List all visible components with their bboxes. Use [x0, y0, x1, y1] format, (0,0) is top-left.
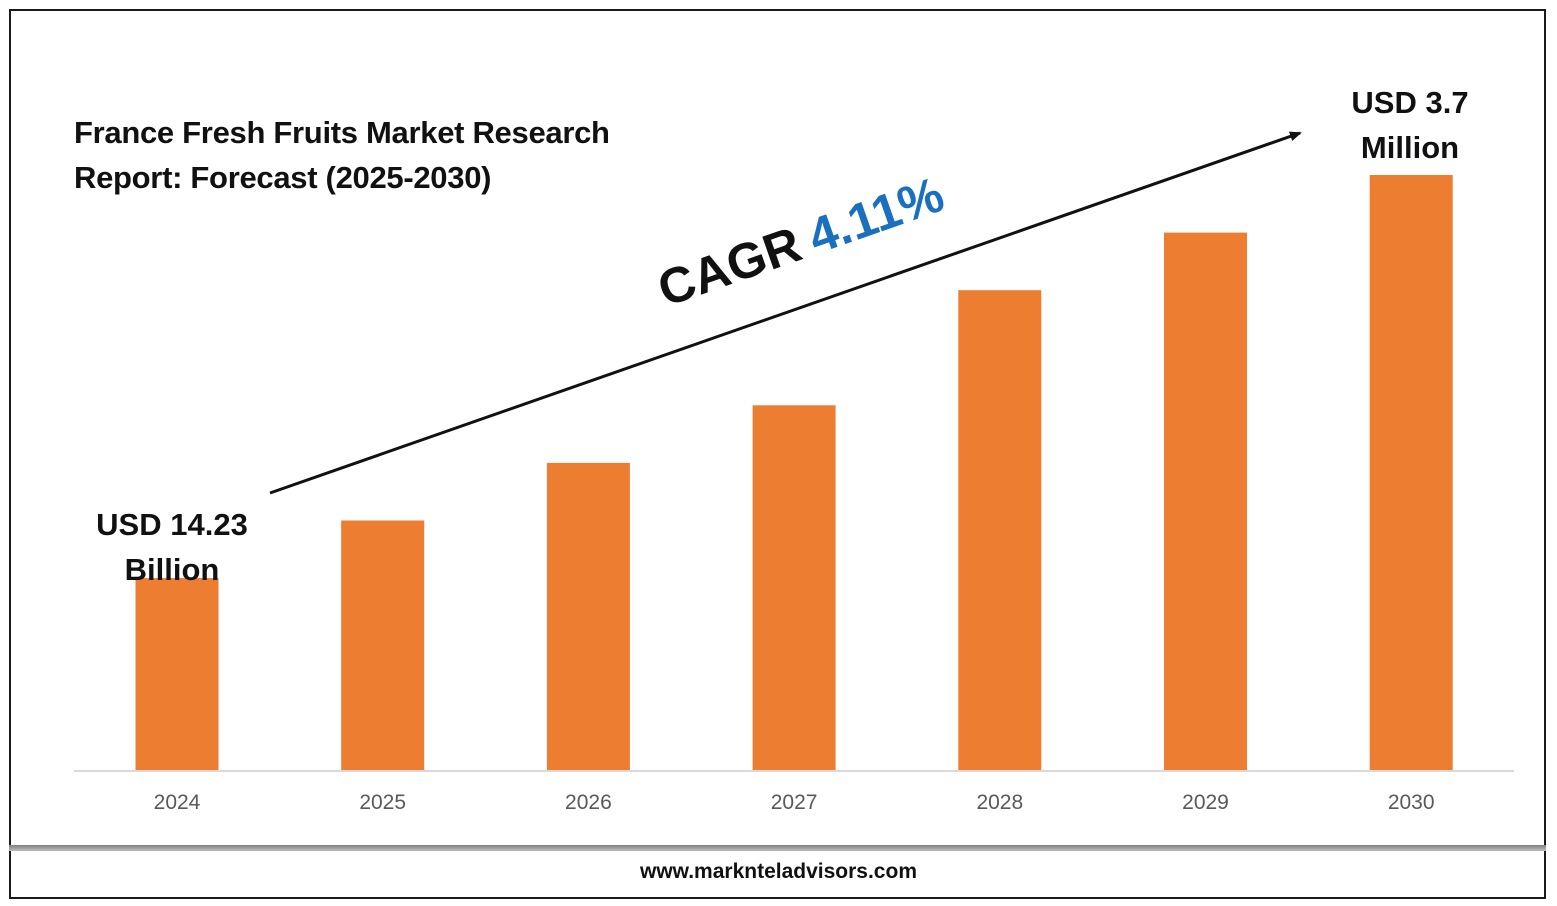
- chart-title-line-1: France Fresh Fruits Market Research: [74, 115, 610, 150]
- end-value-line-1: USD 3.7: [1351, 85, 1469, 120]
- chart-title: France Fresh Fruits Market Research Repo…: [74, 110, 694, 200]
- bar-2030: [1369, 175, 1453, 770]
- footer-divider: [9, 845, 1546, 851]
- x-tick-label-2027: 2027: [771, 791, 818, 814]
- growth-arrow: [269, 131, 1302, 495]
- x-tick-label-2026: 2026: [565, 791, 612, 814]
- end-value-line-2: Million: [1360, 130, 1460, 165]
- bar-2025: [341, 520, 425, 770]
- bar-2027: [752, 405, 836, 770]
- x-tick-label-2030: 2030: [1388, 791, 1435, 814]
- x-tick-label-2029: 2029: [1182, 791, 1229, 814]
- bar-2028: [958, 290, 1042, 770]
- x-tick-label-2025: 2025: [359, 791, 406, 814]
- start-value-label: USD 14.23 Billion: [82, 502, 262, 592]
- start-value-line-1: USD 14.23: [96, 507, 248, 542]
- x-tick-label-2024: 2024: [154, 791, 201, 814]
- bar-2026: [546, 462, 630, 770]
- footer-website: www.marknteladvisors.com: [640, 860, 917, 883]
- bar-2024: [135, 578, 219, 770]
- bar-2029: [1164, 232, 1247, 771]
- x-tick-label-2028: 2028: [976, 791, 1023, 814]
- end-value-label: USD 3.7 Million: [1320, 80, 1500, 170]
- chart-title-line-2: Report: Forecast (2025-2030): [74, 160, 492, 195]
- start-value-line-2: Billion: [124, 552, 220, 587]
